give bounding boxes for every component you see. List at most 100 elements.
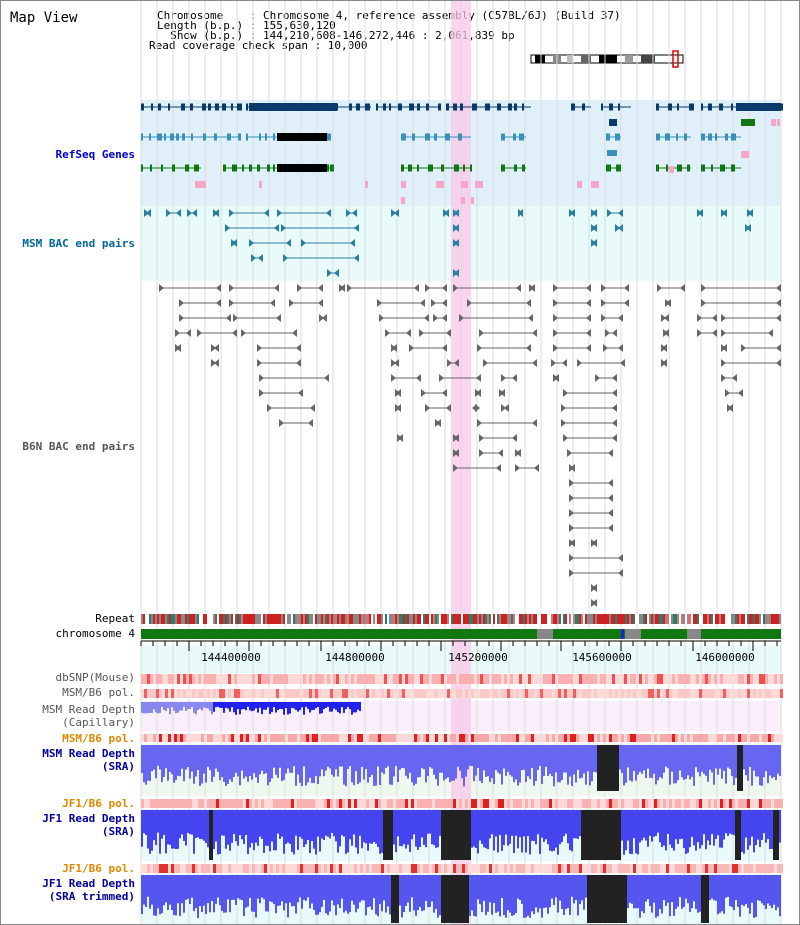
gene-exon[interactable] xyxy=(185,164,189,172)
gene-exon[interactable] xyxy=(157,133,162,141)
bac-end[interactable] xyxy=(270,299,275,307)
gene-exon[interactable] xyxy=(460,103,463,111)
bac-end[interactable] xyxy=(479,329,484,337)
bac-end[interactable] xyxy=(551,359,556,367)
bac-end[interactable] xyxy=(697,314,702,322)
gene-exon[interactable] xyxy=(463,164,465,172)
bac-end[interactable] xyxy=(394,209,399,217)
gene-exon[interactable] xyxy=(214,133,217,141)
bac-end[interactable] xyxy=(664,329,669,337)
bac-end[interactable] xyxy=(722,344,727,352)
gene-block[interactable] xyxy=(609,119,617,126)
bac-end[interactable] xyxy=(732,374,737,382)
bac-end[interactable] xyxy=(721,374,726,382)
bac-end[interactable] xyxy=(553,299,558,307)
bac-end[interactable] xyxy=(176,344,181,352)
bac-end[interactable] xyxy=(496,464,501,472)
gene-exon[interactable] xyxy=(656,164,659,172)
gene-exon[interactable] xyxy=(701,164,705,172)
bac-end[interactable] xyxy=(267,404,272,412)
gene-exon[interactable] xyxy=(719,103,723,111)
gene-exon[interactable] xyxy=(172,164,175,172)
gene-exon[interactable] xyxy=(191,133,193,141)
bac-end[interactable] xyxy=(354,254,359,262)
bac-end[interactable] xyxy=(258,254,263,262)
bac-end[interactable] xyxy=(738,389,743,397)
bac-end[interactable] xyxy=(605,329,610,337)
bac-end[interactable] xyxy=(229,284,234,292)
bac-end[interactable] xyxy=(608,524,613,532)
gene-exon[interactable] xyxy=(677,164,682,172)
bac-end[interactable] xyxy=(420,299,425,307)
bac-end[interactable] xyxy=(146,209,151,217)
gene-exon[interactable] xyxy=(522,164,525,172)
bac-end[interactable] xyxy=(454,224,459,232)
gene-exon[interactable] xyxy=(519,133,524,141)
bac-end[interactable] xyxy=(406,329,411,337)
gene-exon[interactable] xyxy=(665,133,670,141)
bac-end[interactable] xyxy=(483,359,488,367)
bac-end[interactable] xyxy=(592,209,597,217)
bac-end[interactable] xyxy=(607,209,612,217)
bac-end[interactable] xyxy=(257,344,262,352)
gene-exon[interactable] xyxy=(401,133,406,141)
bac-end[interactable] xyxy=(534,464,539,472)
gene-exon[interactable] xyxy=(168,103,170,111)
bac-end[interactable] xyxy=(391,359,396,367)
bac-end[interactable] xyxy=(569,509,574,517)
mrna-fragment[interactable] xyxy=(436,181,444,188)
bac-end[interactable] xyxy=(618,344,623,352)
bac-end[interactable] xyxy=(570,209,575,217)
bac-end[interactable] xyxy=(276,314,281,322)
bac-end[interactable] xyxy=(454,359,459,367)
bac-end[interactable] xyxy=(453,284,458,292)
bac-end[interactable] xyxy=(612,419,617,427)
bac-end[interactable] xyxy=(444,209,449,217)
gene-exon[interactable] xyxy=(215,103,219,111)
gene-exon[interactable] xyxy=(441,164,444,172)
bac-end[interactable] xyxy=(274,284,279,292)
bac-end[interactable] xyxy=(326,209,331,217)
bac-end[interactable] xyxy=(279,419,284,427)
bac-end[interactable] xyxy=(620,359,625,367)
bac-end[interactable] xyxy=(301,239,306,247)
bac-end[interactable] xyxy=(442,299,447,307)
bac-end[interactable] xyxy=(592,539,597,547)
bac-end[interactable] xyxy=(569,494,574,502)
bac-end[interactable] xyxy=(424,314,429,322)
gene-exon[interactable] xyxy=(445,133,450,141)
bac-end[interactable] xyxy=(567,449,572,457)
gene-exon[interactable] xyxy=(273,164,275,172)
bac-end[interactable] xyxy=(601,314,606,322)
bac-end[interactable] xyxy=(476,374,481,382)
bac-end[interactable] xyxy=(526,299,531,307)
bac-end[interactable] xyxy=(586,299,591,307)
gene-exon[interactable] xyxy=(677,103,679,111)
mrna-fragment[interactable] xyxy=(591,181,599,188)
chromosome-bar[interactable] xyxy=(141,629,781,639)
bac-end[interactable] xyxy=(421,389,426,397)
bac-end[interactable] xyxy=(661,314,666,322)
bac-end[interactable] xyxy=(712,329,717,337)
bac-end[interactable] xyxy=(608,509,613,517)
gene-exon[interactable] xyxy=(428,164,433,172)
gene-exon[interactable] xyxy=(615,133,620,141)
gene-exon[interactable] xyxy=(606,133,610,141)
gene-exon[interactable] xyxy=(571,103,575,111)
bac-end[interactable] xyxy=(553,329,558,337)
bac-end[interactable] xyxy=(532,359,537,367)
gene-exon[interactable] xyxy=(176,133,179,141)
bac-end[interactable] xyxy=(233,314,238,322)
gene-exon[interactable] xyxy=(356,103,360,111)
bac-end[interactable] xyxy=(512,434,517,442)
gene-exon[interactable] xyxy=(453,103,457,111)
bac-end[interactable] xyxy=(259,374,264,382)
bac-end[interactable] xyxy=(176,209,181,217)
bac-end[interactable] xyxy=(532,329,537,337)
bac-end[interactable] xyxy=(776,314,781,322)
bac-end[interactable] xyxy=(229,299,234,307)
gene-exon[interactable] xyxy=(222,103,226,111)
bac-end[interactable] xyxy=(698,209,703,217)
mrna-fragment[interactable] xyxy=(195,181,201,188)
bac-end[interactable] xyxy=(618,314,623,322)
